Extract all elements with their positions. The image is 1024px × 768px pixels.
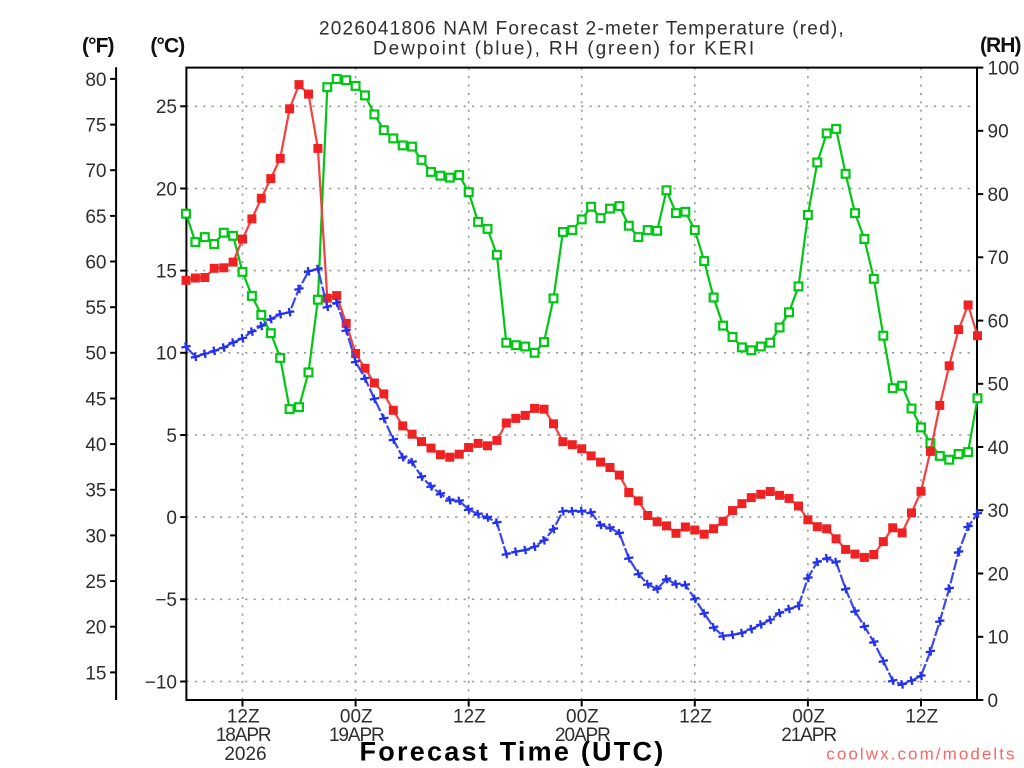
svg-text:45: 45 (85, 389, 106, 410)
svg-text:20APR: 20APR (555, 725, 610, 746)
svg-text:100: 100 (988, 59, 1020, 80)
svg-text:12Z: 12Z (905, 707, 938, 728)
svg-text:2026041806 NAM Forecast 2-mete: 2026041806 NAM Forecast 2-meter Temperat… (319, 19, 845, 40)
svg-text:70: 70 (988, 248, 1009, 269)
svg-text:00Z: 00Z (792, 707, 825, 728)
svg-text:75: 75 (85, 116, 106, 137)
svg-text:65: 65 (85, 207, 106, 228)
svg-text:2026: 2026 (224, 744, 266, 765)
svg-text:15: 15 (85, 663, 106, 684)
svg-text:12Z: 12Z (679, 707, 712, 728)
svg-text:−5: −5 (155, 590, 177, 611)
svg-text:coolwx.com/modelts: coolwx.com/modelts (826, 745, 1016, 764)
svg-text:(°F): (°F) (82, 35, 114, 58)
svg-text:(RH): (RH) (980, 34, 1021, 57)
svg-text:60: 60 (85, 252, 106, 273)
svg-text:Forecast Time (UTC): Forecast Time (UTC) (360, 736, 666, 766)
svg-text:5: 5 (166, 426, 177, 447)
svg-text:00Z: 00Z (340, 707, 373, 728)
svg-text:30: 30 (988, 501, 1009, 522)
svg-text:10: 10 (156, 344, 177, 365)
svg-text:0: 0 (166, 508, 177, 529)
svg-text:25: 25 (85, 572, 106, 593)
svg-text:55: 55 (85, 298, 106, 319)
svg-text:10: 10 (988, 628, 1009, 649)
svg-text:20: 20 (988, 564, 1009, 585)
svg-text:−10: −10 (145, 672, 177, 693)
svg-text:12Z: 12Z (227, 707, 260, 728)
svg-text:50: 50 (988, 375, 1009, 396)
svg-text:50: 50 (85, 344, 106, 365)
svg-text:90: 90 (988, 122, 1009, 143)
svg-text:00Z: 00Z (566, 707, 599, 728)
svg-text:35: 35 (85, 481, 106, 502)
svg-text:12Z: 12Z (453, 707, 486, 728)
svg-text:Dewpoint (blue), RH (green) fo: Dewpoint (blue), RH (green) for KERI (373, 39, 756, 60)
svg-text:70: 70 (85, 161, 106, 182)
svg-text:20: 20 (85, 618, 106, 639)
svg-text:30: 30 (85, 526, 106, 547)
svg-text:25: 25 (156, 97, 177, 118)
svg-text:0: 0 (988, 691, 999, 712)
svg-text:60: 60 (988, 312, 1009, 333)
svg-text:(°C): (°C) (150, 35, 184, 58)
svg-text:20: 20 (156, 179, 177, 200)
svg-text:15: 15 (156, 262, 177, 283)
svg-text:40: 40 (85, 435, 106, 456)
svg-text:80: 80 (988, 185, 1009, 206)
svg-text:18APR: 18APR (216, 725, 271, 746)
svg-text:21APR: 21APR (781, 725, 836, 746)
svg-text:19APR: 19APR (329, 725, 384, 746)
svg-text:80: 80 (85, 70, 106, 91)
svg-text:40: 40 (988, 438, 1009, 459)
